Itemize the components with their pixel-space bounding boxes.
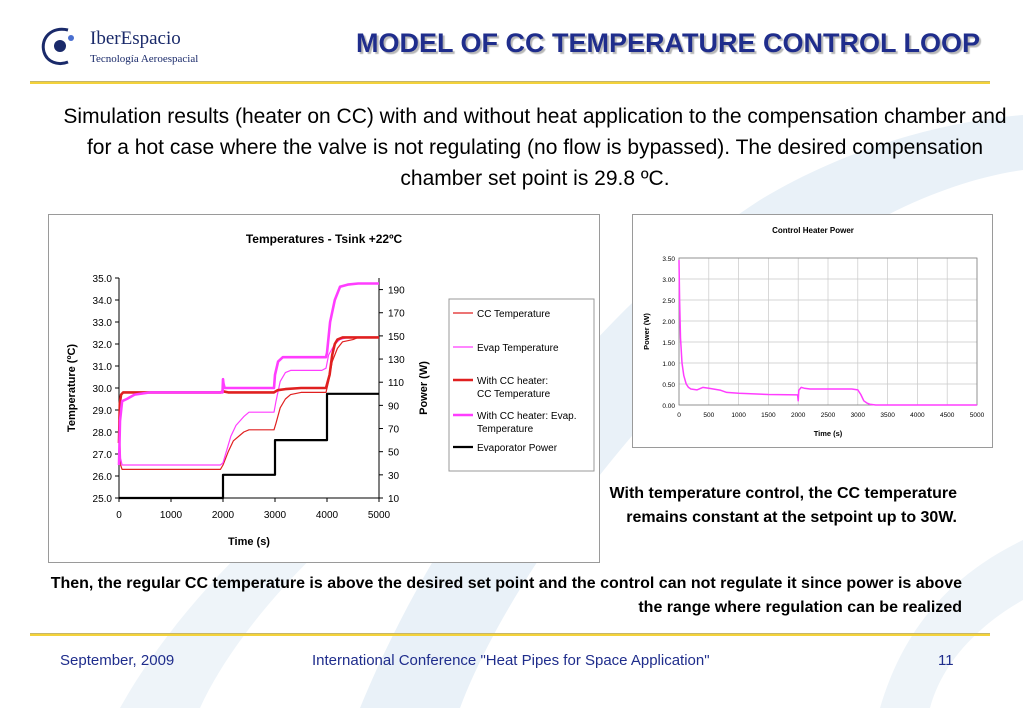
chart2-y-tick-label: 1.50: [662, 340, 675, 347]
chart2-y-tick-label: 0.00: [662, 403, 675, 410]
chart1-y2-tick-label: 190: [388, 286, 405, 297]
chart1-y2-tick-label: 130: [388, 355, 405, 366]
chart1-series-line-1: [118, 336, 379, 466]
chart1-y2-tick-label: 30: [388, 471, 400, 482]
chart1-y-tick-label: 28.0: [93, 428, 113, 439]
chart1-legend-label-4: Evaporator Power: [477, 443, 558, 454]
chart1-y-tick-label: 25.0: [93, 494, 113, 505]
chart2-x-tick-label: 5000: [970, 412, 985, 419]
chart2-x-tick-label: 4000: [910, 412, 925, 419]
chart1-y-tick-label: 35.0: [93, 274, 113, 285]
chart1-legend-label-2: With CC heater: CC Temperature: [477, 376, 551, 400]
temperatures-chart: Temperatures - Tsink +22ºC 0 1000 2000 3000 4…: [66, 232, 595, 548]
regulation-note: Then, the regular CC temperature is abov…: [50, 575, 962, 616]
chart2-y-tick-label: 2.50: [662, 298, 675, 305]
chart1-y2-axis-label: Power (W): [418, 361, 430, 415]
chart1-x-tick-label: 4000: [316, 510, 339, 521]
control-heater-power-panel: Control Heater Power 0.00 0.50 1.00 1.50 2.00…: [632, 214, 993, 448]
temperatures-chart-panel: Temperatures - Tsink +22ºC 0 1000 2000 3000 4…: [48, 214, 600, 563]
footer-conference: International Conference "Heat Pipes for…: [312, 652, 710, 669]
chart1-y-tick-label: 32.0: [93, 340, 113, 351]
logo-name: IberEspacio: [90, 28, 181, 49]
slide-title: MODEL OF CC TEMPERATURE CONTROL LOOP: [355, 28, 980, 58]
footer-page-number: 11: [938, 652, 954, 669]
chart1-legend-label-0: CC Temperature: [477, 309, 551, 320]
chart1-y-tick-label: 26.0: [93, 472, 113, 483]
chart2-x-tick-label: 3500: [880, 412, 895, 419]
chart1-x-tick-label: 1000: [160, 510, 183, 521]
chart1-legend-label-1: Evap Temperature: [477, 343, 559, 354]
chart2-y-tick-label: 2.00: [662, 319, 675, 326]
chart1-series-line-3: [117, 282, 379, 466]
chart2-title: Control Heater Power: [772, 226, 854, 235]
chart1-x-tick-label: 3000: [264, 510, 287, 521]
chart2-x-axis-label: Time (s): [814, 429, 843, 438]
chart1-series-line-0: [118, 336, 379, 470]
top-divider: [30, 81, 990, 84]
chart2-x-tick-label: 3000: [851, 412, 866, 419]
chart1-x-tick-label: 5000: [368, 510, 391, 521]
chart2-series-line: [678, 260, 977, 406]
chart1-x-tick-label: 2000: [212, 510, 235, 521]
chart1-series-line-4: [119, 392, 379, 500]
chart1-title: Temperatures - Tsink +22ºC: [246, 232, 403, 246]
chart2-y-tick-label: 0.50: [662, 382, 675, 389]
logo-tagline: Tecnología Aeroespacial: [90, 53, 199, 65]
logo: IberEspacio Tecnología Aeroespacial: [38, 24, 218, 72]
bottom-divider: [30, 633, 990, 636]
chart2-x-tick-label: 1500: [761, 412, 776, 419]
control-heater-power-chart: Control Heater Power 0.00 0.50 1.00 1.50 2.00…: [642, 226, 985, 438]
chart2-plot-frame: [678, 257, 978, 406]
logo-mark-icon: [41, 27, 74, 66]
chart1-x-tick-label: 0: [116, 510, 122, 521]
chart2-y-tick-label: 1.00: [662, 361, 675, 368]
chart2-y-axis-label: Power (W): [642, 313, 651, 350]
chart1-y-tick-label: 34.0: [93, 296, 113, 307]
chart1-y-tick-label: 29.0: [93, 406, 113, 417]
chart1-y2-tick-label: 90: [388, 401, 400, 412]
chart1-y2-tick-label: 50: [388, 448, 400, 459]
chart1-x-axis-label: Time (s): [228, 536, 270, 548]
chart2-x-tick-label: 4500: [940, 412, 955, 419]
chart2-y-tick-label: 3.00: [662, 277, 675, 284]
chart2-x-tick-label: 1000: [731, 412, 746, 419]
control-note: With temperature control, the CC tempera…: [609, 485, 957, 526]
chart1-y-tick-label: 31.0: [93, 362, 113, 373]
chart1-y2-tick-label: 70: [388, 425, 400, 436]
chart2-x-tick-label: 2000: [791, 412, 806, 419]
chart1-series-line-2: [117, 336, 379, 444]
chart1-y2-tick-label: 150: [388, 332, 405, 343]
chart1-y2-tick-label: 170: [388, 309, 405, 320]
chart2-x-tick-label: 500: [703, 412, 714, 419]
chart2-y-tick-label: 3.50: [662, 256, 675, 263]
chart1-y-tick-label: 27.0: [93, 450, 113, 461]
chart1-y2-tick-label: 10: [388, 494, 400, 505]
chart2-x-tick-label: 0: [677, 412, 681, 419]
chart1-y-tick-label: 30.0: [93, 384, 113, 395]
chart2-x-tick-label: 2500: [821, 412, 836, 419]
chart1-y-tick-label: 33.0: [93, 318, 113, 329]
chart1-y2-tick-label: 110: [388, 378, 404, 389]
chart1-legend-box: [448, 298, 595, 472]
intro-paragraph: Simulation results (heater on CC) with a…: [63, 105, 1007, 190]
chart1-y-axis-label: Temperature (ºC): [66, 344, 78, 432]
footer-date: September, 2009: [60, 652, 175, 669]
chart1-legend-label-3: With CC heater: Evap. Temperature: [477, 411, 576, 435]
